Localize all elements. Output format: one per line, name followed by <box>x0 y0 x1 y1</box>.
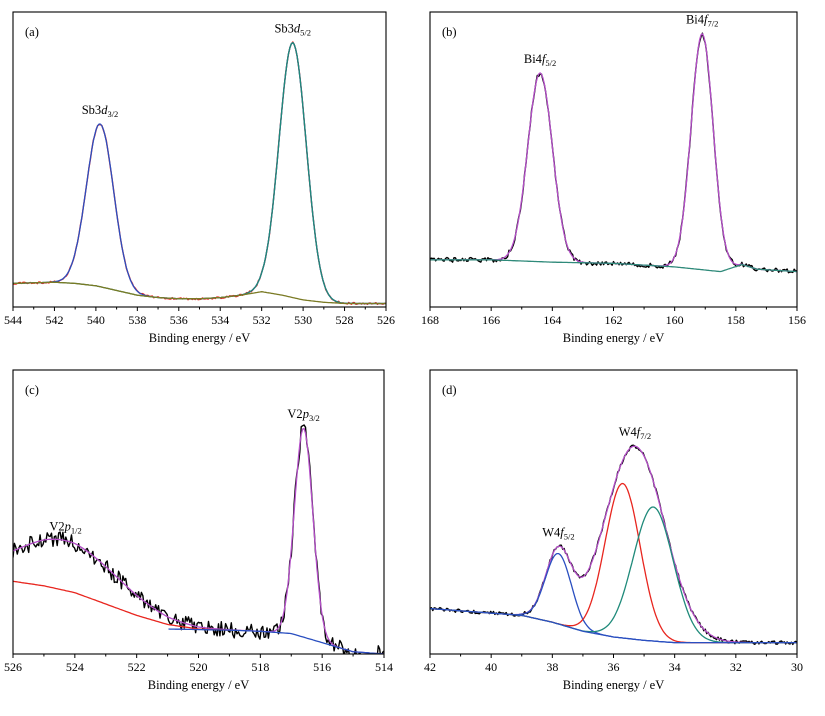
peak-label: Bi4f7/2 <box>686 13 718 29</box>
peak-label: V2p1/2 <box>49 520 81 536</box>
x-tick-label: 158 <box>727 313 745 327</box>
plot-area <box>430 32 797 274</box>
plot-area <box>13 41 386 305</box>
x-tick-label: 160 <box>666 313 684 327</box>
series-envelope-1 <box>430 33 797 273</box>
peak-label: Sb3d5/2 <box>274 22 311 38</box>
x-tick-label: 526 <box>4 660 22 674</box>
series-background-3 <box>168 628 384 654</box>
x-tick-label: 536 <box>170 313 188 327</box>
x-tick-label: 34 <box>669 660 681 674</box>
x-tick-label: 162 <box>605 313 623 327</box>
x-tick-label: 544 <box>4 313 22 327</box>
x-axis-label: Binding energy / eV <box>563 678 665 692</box>
panel-d: 42 40 38 36 34 32 30 Binding energy / eV (d) W4f5… <box>424 369 803 692</box>
peak-label: W4f7/2 <box>619 425 651 441</box>
plot-frame <box>12 11 387 308</box>
x-tick-label: 40 <box>485 660 497 674</box>
x-axis-label: Binding energy / eV <box>148 678 250 692</box>
peak-label: V2p3/2 <box>287 407 319 423</box>
plot-area <box>13 424 384 654</box>
x-tick-label: 516 <box>313 660 331 674</box>
series-raw-0 <box>13 41 386 305</box>
x-tick-label: 30 <box>791 660 803 674</box>
x-tick-label: 36 <box>608 660 620 674</box>
series-component-2 <box>13 42 386 305</box>
peak-label: Bi4f5/2 <box>524 52 556 68</box>
x-tick-label: 518 <box>251 660 269 674</box>
x-tick-label: 528 <box>336 313 354 327</box>
series-background-2 <box>430 259 797 273</box>
series-background-3 <box>13 281 386 305</box>
peak-label: Sb3d3/2 <box>82 103 119 119</box>
x-tick-label: 166 <box>482 313 500 327</box>
series-background-5 <box>430 607 797 644</box>
x-tick-label: 540 <box>87 313 105 327</box>
series-raw-0 <box>430 32 797 274</box>
series-component-2 <box>430 552 797 644</box>
x-tick-label: 32 <box>730 660 742 674</box>
plot-frame <box>12 369 385 655</box>
x-axis-label: Binding energy / eV <box>563 331 665 345</box>
x-tick-label: 538 <box>128 313 146 327</box>
series-raw-0 <box>13 424 384 654</box>
plot-area <box>430 444 797 646</box>
x-tick-label: 524 <box>66 660 84 674</box>
x-tick-label: 164 <box>543 313 561 327</box>
series-raw-0 <box>430 444 797 646</box>
x-tick-label: 514 <box>375 660 393 674</box>
x-tick-label: 38 <box>546 660 558 674</box>
x-tick-label: 522 <box>128 660 146 674</box>
x-tick-label: 534 <box>211 313 229 327</box>
series-background-2 <box>13 580 229 631</box>
panel-tag: (c) <box>25 383 39 397</box>
panel-c: 526 524 522 520 518 516 514 Binding energy / eV… <box>4 369 393 692</box>
series-component-4 <box>430 506 797 644</box>
panel-tag: (a) <box>25 25 39 39</box>
x-tick-label: 532 <box>253 313 271 327</box>
x-tick-label: 526 <box>377 313 395 327</box>
x-tick-label: 542 <box>45 313 63 327</box>
panel-b: 168 166 164 162 160 158 156 Binding energy / eV… <box>421 11 806 345</box>
peak-label: W4f5/2 <box>542 525 574 541</box>
x-tick-label: 520 <box>190 660 208 674</box>
series-envelope-1 <box>13 427 384 654</box>
panel-tag: (d) <box>442 383 457 397</box>
x-axis-label: Binding energy / eV <box>149 331 251 345</box>
panel-a: 544 542 540 538 536 534 532 530 528 526 Binding en… <box>4 11 395 345</box>
series-envelope-1 <box>13 42 386 305</box>
x-tick-label: 530 <box>294 313 312 327</box>
panel-tag: (b) <box>442 25 457 39</box>
x-tick-label: 168 <box>421 313 439 327</box>
x-tick-label: 156 <box>788 313 806 327</box>
x-tick-label: 42 <box>424 660 436 674</box>
